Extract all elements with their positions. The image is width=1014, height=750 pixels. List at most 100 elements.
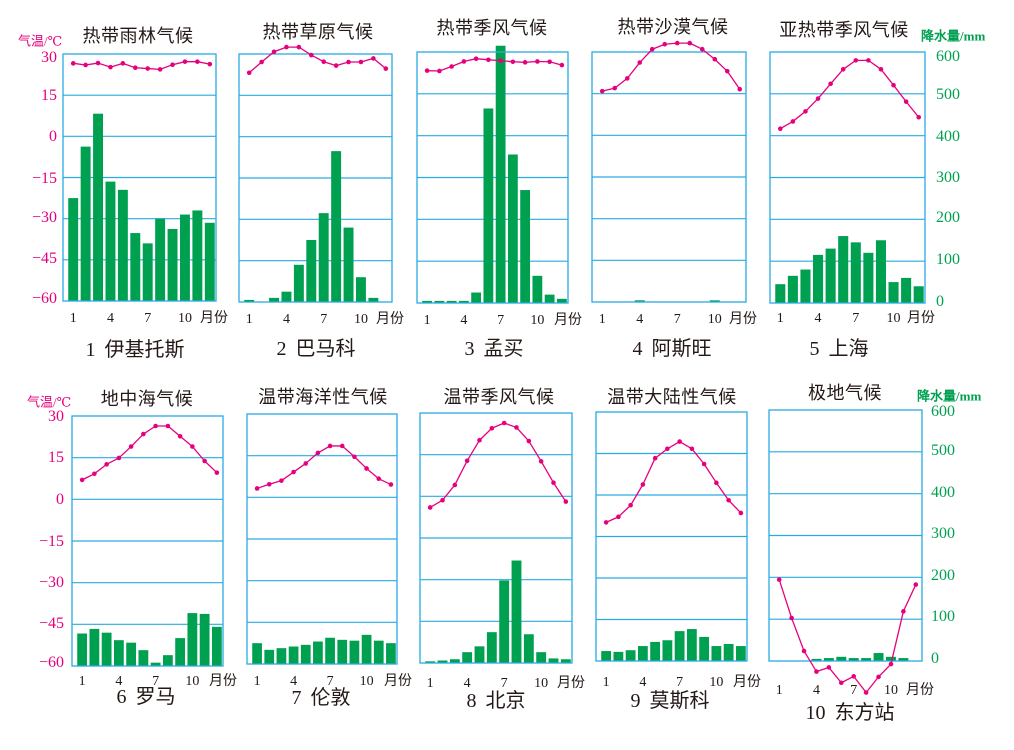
temperature-tick-label: −15 xyxy=(38,533,64,550)
month-tick-label: 7 xyxy=(326,674,334,689)
precipitation-bar xyxy=(699,636,710,661)
precipitation-bar xyxy=(449,659,460,663)
precipitation-bar xyxy=(264,649,275,664)
temperature-point xyxy=(352,454,357,460)
month-axis-unit: 月份 xyxy=(376,312,404,327)
precipitation-bar xyxy=(861,658,872,661)
temperature-point xyxy=(70,61,76,66)
precipitation-bar xyxy=(511,560,522,663)
precipitation-bar xyxy=(434,300,445,303)
temperature-point xyxy=(662,41,668,47)
station-caption: 8 北京 xyxy=(467,691,526,711)
precipitation-bar xyxy=(723,643,734,661)
climograph-aswan: 1 4 7 10 月份 xyxy=(591,40,757,327)
temperature-point xyxy=(510,59,516,65)
precipitation-bar xyxy=(373,640,384,664)
temperature-tick-label: 15 xyxy=(48,449,64,466)
month-axis-unit: 月份 xyxy=(733,675,761,690)
temperature-point xyxy=(339,443,345,449)
temperature-point xyxy=(296,44,302,50)
plot-area xyxy=(238,44,393,303)
temperature-point xyxy=(83,62,88,68)
precipitation-bar xyxy=(155,218,166,301)
precipitation-bar xyxy=(150,662,161,666)
temperature-point xyxy=(901,609,906,614)
temperature-point xyxy=(738,510,744,516)
station-caption: 7 伦敦 xyxy=(292,688,351,708)
month-tick-label: 4 xyxy=(106,311,114,326)
month-tick-label: 1 xyxy=(423,313,431,328)
precipitation-bar xyxy=(735,646,746,661)
temperature-point xyxy=(538,459,544,464)
station-number: 10 xyxy=(805,702,826,724)
temperature-point xyxy=(266,481,272,487)
plot-frame xyxy=(416,51,569,304)
precipitation-bar xyxy=(313,641,323,664)
temperature-point xyxy=(214,470,220,475)
station-number: 8 xyxy=(466,690,477,712)
temperature-point xyxy=(449,64,454,69)
plot-area xyxy=(416,45,569,304)
month-tick-label: 10 xyxy=(177,311,192,326)
temperature-point xyxy=(624,76,630,81)
temperature-point xyxy=(95,60,101,66)
temperature-tick-label: −15 xyxy=(31,170,57,187)
chart-title: 极地气候 xyxy=(808,383,882,403)
temperature-point xyxy=(477,437,482,443)
temperature-point xyxy=(116,455,122,461)
precipitation-bar xyxy=(650,641,661,661)
precipitation-bar xyxy=(187,613,198,666)
temperature-point xyxy=(840,66,846,72)
precipitation-bar xyxy=(288,646,299,664)
temperature-point xyxy=(452,482,458,488)
precipitation-bar xyxy=(130,233,141,301)
precipitation-bar xyxy=(386,643,396,664)
temperature-line xyxy=(427,58,563,72)
month-axis-unit: 月份 xyxy=(209,674,237,689)
chart-title: 热带季风气候 xyxy=(436,18,548,38)
temperature-point xyxy=(177,433,183,439)
month-tick-label: 4 xyxy=(812,683,820,698)
temperature-point xyxy=(687,40,693,46)
temperature-point xyxy=(424,68,430,73)
temperature-tick-label: −60 xyxy=(38,654,64,671)
plot-area xyxy=(62,53,217,302)
temperature-point xyxy=(888,661,894,667)
plot-frame xyxy=(238,53,393,303)
climograph-rome: 1 4 7 10 月份 xyxy=(71,415,237,689)
temperature-point xyxy=(182,59,188,64)
station-name: 莫斯科 xyxy=(649,690,710,712)
precipitation-bar xyxy=(126,642,137,666)
month-tick-label: 1 xyxy=(598,312,606,327)
precipitation-tick-label: 200 xyxy=(931,567,955,584)
month-axis-unit: 月份 xyxy=(554,313,582,328)
month-tick-label: 1 xyxy=(245,312,253,327)
station-name: 孟买 xyxy=(483,338,524,360)
precipitation-bar xyxy=(281,291,292,302)
temperature-point xyxy=(551,480,556,486)
precipitation-bar xyxy=(349,640,360,664)
temperature-point xyxy=(246,70,252,76)
temperature-point xyxy=(815,96,821,101)
precipitation-bar xyxy=(850,242,861,303)
precipitation-bar xyxy=(252,643,262,664)
temperature-line xyxy=(248,46,387,74)
temperature-tick-label: −60 xyxy=(31,290,57,307)
precipitation-bar xyxy=(532,275,543,303)
temperature-point xyxy=(202,458,207,464)
station-caption: 9 莫斯科 xyxy=(631,691,710,711)
temperature-point xyxy=(674,40,680,46)
temperature-point xyxy=(501,420,507,426)
station-name: 北京 xyxy=(485,690,526,712)
precipitation-bar xyxy=(244,299,255,302)
precipitation-tick-label: 500 xyxy=(936,86,960,103)
month-tick-label: 7 xyxy=(152,674,160,689)
month-tick-label: 7 xyxy=(497,313,505,328)
precipitation-bar xyxy=(199,613,210,666)
precipitation-bar xyxy=(873,653,884,661)
temperature-point xyxy=(132,65,138,71)
station-number: 2 xyxy=(276,338,287,360)
month-tick-label: 7 xyxy=(673,312,681,327)
temperature-line xyxy=(602,42,741,92)
precipitation-bar xyxy=(848,658,859,661)
